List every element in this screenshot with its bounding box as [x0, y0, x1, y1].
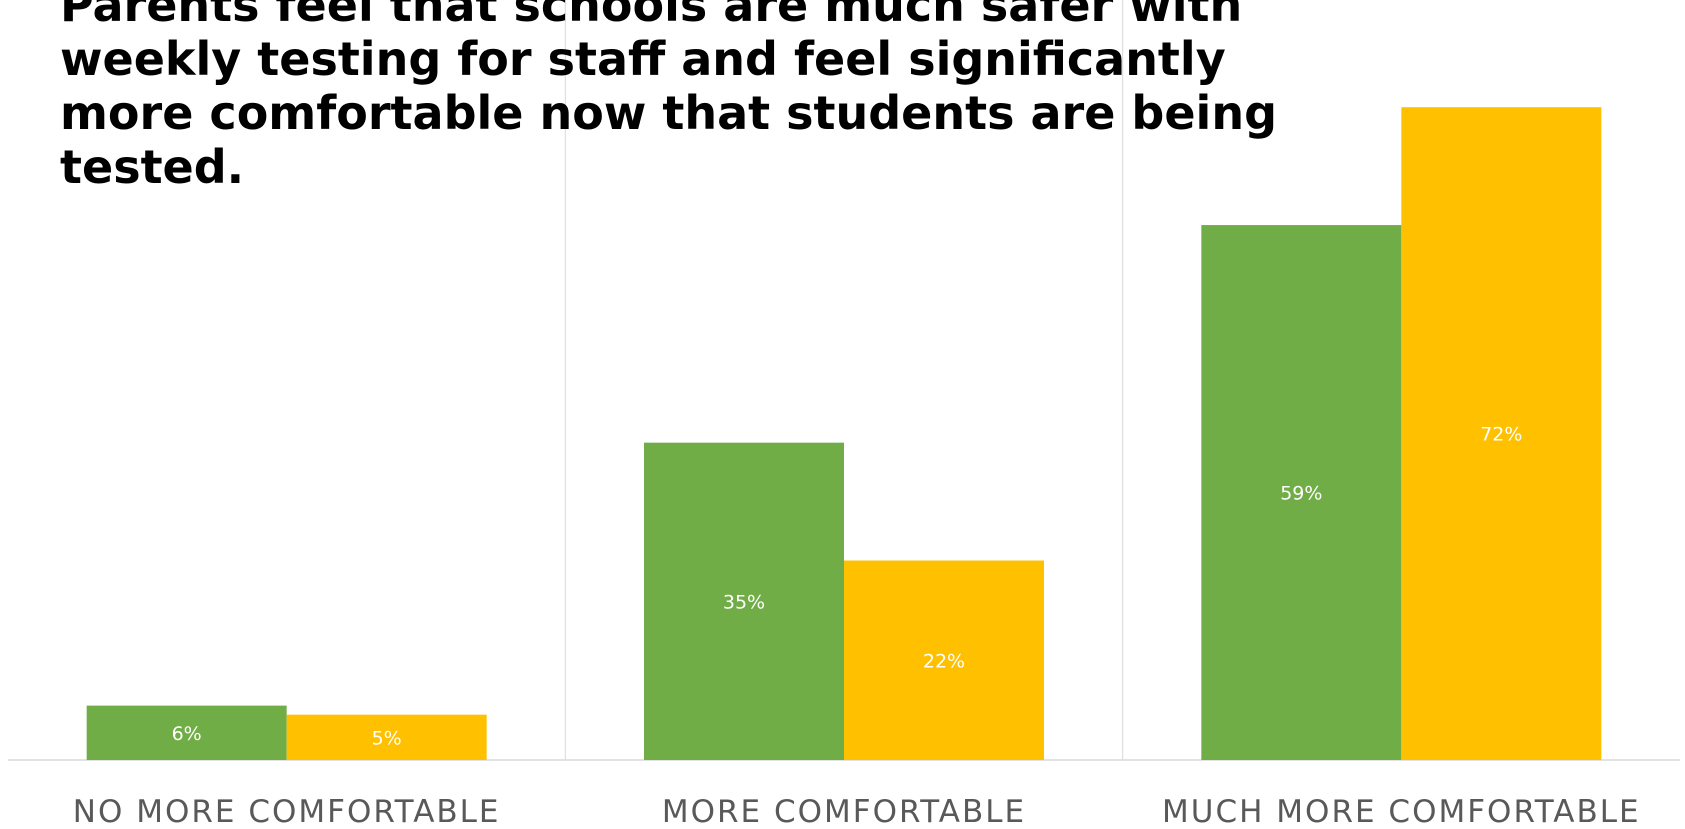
bar [844, 560, 1044, 760]
bar-data-label: 59% [1280, 483, 1322, 505]
bar [1401, 107, 1602, 760]
bar-data-label: 5% [372, 727, 402, 749]
category-label: NO MORE COMFORTABLE [73, 794, 501, 829]
bar [644, 442, 844, 760]
category-label: MORE COMFORTABLE [662, 794, 1026, 829]
bar-data-label: 6% [172, 723, 202, 745]
chart-title: Parents feel that schools are much safer… [60, 0, 1278, 194]
bar [86, 705, 287, 760]
bar [1201, 225, 1402, 761]
bar-data-label: 22% [923, 650, 965, 672]
bar-data-label: 72% [1480, 424, 1522, 446]
bar-data-label: 35% [723, 591, 765, 613]
category-label: MUCH MORE COMFORTABLE [1162, 794, 1641, 829]
bar [286, 714, 487, 760]
